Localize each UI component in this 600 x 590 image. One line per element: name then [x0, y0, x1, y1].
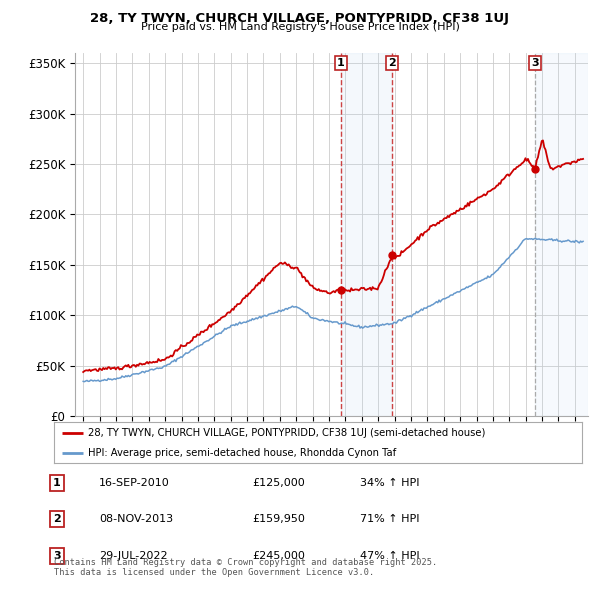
Text: £125,000: £125,000 [252, 478, 305, 487]
Text: 28, TY TWYN, CHURCH VILLAGE, PONTYPRIDD, CF38 1UJ (semi-detached house): 28, TY TWYN, CHURCH VILLAGE, PONTYPRIDD,… [88, 428, 485, 438]
Text: 1: 1 [337, 58, 344, 68]
Text: 16-SEP-2010: 16-SEP-2010 [99, 478, 170, 487]
Text: 47% ↑ HPI: 47% ↑ HPI [360, 551, 419, 560]
Text: 34% ↑ HPI: 34% ↑ HPI [360, 478, 419, 487]
Bar [341, 53, 392, 416]
Text: 3: 3 [53, 551, 61, 560]
Text: £159,950: £159,950 [252, 514, 305, 524]
Text: 1: 1 [53, 478, 61, 487]
Text: 2: 2 [388, 58, 396, 68]
Text: 3: 3 [532, 58, 539, 68]
Text: 28, TY TWYN, CHURCH VILLAGE, PONTYPRIDD, CF38 1UJ: 28, TY TWYN, CHURCH VILLAGE, PONTYPRIDD,… [91, 12, 509, 25]
Bar [535, 53, 588, 416]
Text: 08-NOV-2013: 08-NOV-2013 [99, 514, 173, 524]
Text: HPI: Average price, semi-detached house, Rhondda Cynon Taf: HPI: Average price, semi-detached house,… [88, 448, 397, 458]
Text: £245,000: £245,000 [252, 551, 305, 560]
Text: 2: 2 [53, 514, 61, 524]
Text: 71% ↑ HPI: 71% ↑ HPI [360, 514, 419, 524]
Text: Price paid vs. HM Land Registry's House Price Index (HPI): Price paid vs. HM Land Registry's House … [140, 22, 460, 32]
Text: Contains HM Land Registry data © Crown copyright and database right 2025.
This d: Contains HM Land Registry data © Crown c… [54, 558, 437, 577]
Text: 29-JUL-2022: 29-JUL-2022 [99, 551, 167, 560]
